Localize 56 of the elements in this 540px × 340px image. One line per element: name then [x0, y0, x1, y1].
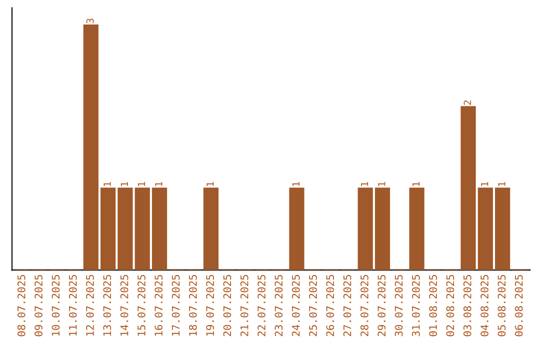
- x-tick-label: 21.07.2025: [240, 275, 248, 336]
- x-tick-label: 24.07.2025: [292, 275, 300, 336]
- bar: [100, 188, 116, 270]
- bar: [152, 188, 168, 270]
- x-tick-label: 20.07.2025: [223, 275, 232, 336]
- data-label: 1: [481, 182, 488, 186]
- bar: [289, 188, 304, 270]
- bar: [358, 188, 373, 270]
- bar: [460, 106, 476, 270]
- bar: [134, 188, 150, 270]
- data-label: 1: [412, 182, 420, 186]
- x-tick-label: 15.07.2025: [138, 275, 146, 336]
- x-tick-label: 03.08.2025: [463, 275, 472, 336]
- bar: [478, 188, 493, 270]
- x-tick-label: 17.07.2025: [172, 275, 180, 336]
- bar: [203, 188, 219, 270]
- x-tick-label: 08.07.2025: [17, 275, 26, 336]
- x-tick-label: 13.07.2025: [103, 275, 112, 336]
- x-tick-label: 04.08.2025: [480, 275, 488, 336]
- data-label: 1: [378, 182, 386, 186]
- data-label: 1: [360, 182, 368, 186]
- data-label: 2: [464, 100, 471, 105]
- bar: [83, 24, 98, 270]
- data-label: 1: [104, 182, 111, 186]
- x-tick-label: 06.08.2025: [514, 275, 523, 336]
- x-tick-label: 10.07.2025: [52, 275, 60, 336]
- data-label: 1: [498, 182, 506, 186]
- x-tick-label: 25.07.2025: [309, 275, 317, 336]
- data-label: 1: [120, 182, 128, 186]
- bar: [495, 188, 510, 270]
- x-tick-label: 31.07.2025: [412, 275, 420, 336]
- x-tick-label: 05.08.2025: [498, 275, 506, 336]
- x-tick-label: 14.07.2025: [120, 275, 128, 336]
- data-label: 3: [86, 18, 94, 24]
- x-tick-label: 12.07.2025: [86, 275, 94, 336]
- data-label: 1: [206, 182, 214, 186]
- bar: [118, 188, 133, 270]
- x-tick-label: 09.07.2025: [34, 275, 42, 336]
- x-tick-label: 29.07.2025: [378, 275, 386, 336]
- x-tick-label: 11.07.2025: [68, 275, 77, 336]
- x-tick-label: 19.07.2025: [206, 275, 214, 336]
- x-tick-label: 18.07.2025: [188, 275, 197, 336]
- bar: [409, 188, 424, 270]
- x-tick-label: 27.07.2025: [343, 275, 352, 336]
- x-tick-label: 01.08.2025: [429, 275, 437, 336]
- x-tick-label: 28.07.2025: [360, 275, 368, 336]
- x-tick-label: 23.07.2025: [274, 275, 283, 336]
- x-tick-label: 26.07.2025: [326, 275, 334, 336]
- data-label: 1: [138, 182, 146, 186]
- x-tick-label: 22.07.2025: [258, 275, 266, 336]
- data-label: 1: [155, 182, 162, 186]
- x-tick-label: 02.08.2025: [446, 275, 454, 336]
- bar: [374, 188, 390, 270]
- data-label: 1: [292, 182, 300, 186]
- x-tick-label: 30.07.2025: [394, 275, 403, 336]
- x-tick-label: 16.07.2025: [154, 275, 163, 336]
